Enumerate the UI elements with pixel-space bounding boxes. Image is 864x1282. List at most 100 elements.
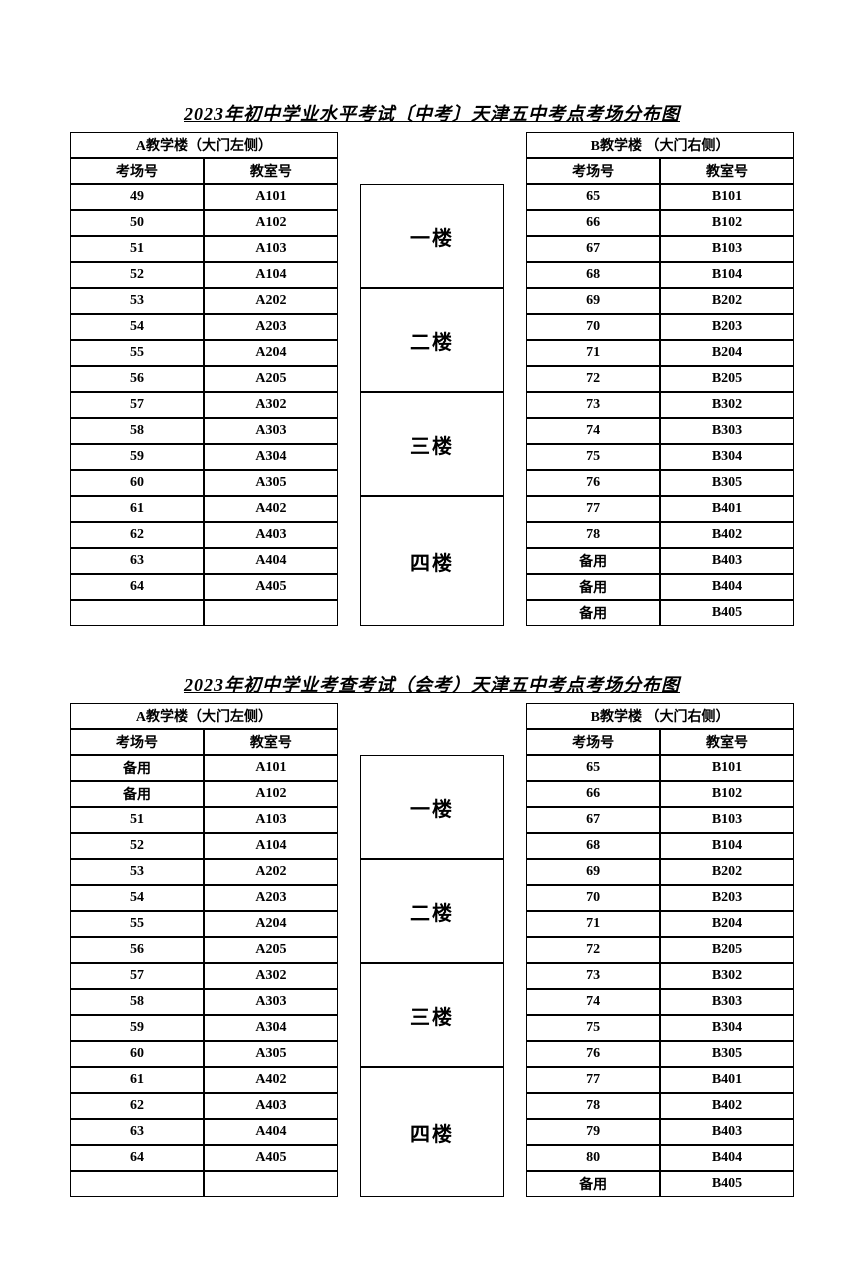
gap (360, 158, 505, 184)
exam-room-cell: 54 (70, 314, 204, 340)
classroom-cell: B401 (660, 496, 794, 522)
classroom-cell: A304 (204, 1015, 338, 1041)
exam-room-cell: 60 (70, 1041, 204, 1067)
gap (504, 807, 526, 833)
classroom-cell: B204 (660, 911, 794, 937)
classroom-cell: B402 (660, 1093, 794, 1119)
gap (504, 703, 526, 729)
classroom-cell: A405 (204, 574, 338, 600)
exam-room-cell: 73 (526, 392, 660, 418)
gap (338, 262, 360, 288)
gap (338, 963, 360, 989)
gap (338, 158, 360, 184)
classroom-cell: B303 (660, 418, 794, 444)
classroom-cell: A302 (204, 392, 338, 418)
exam-room-cell: 80 (526, 1145, 660, 1171)
classroom-cell: B402 (660, 522, 794, 548)
classroom-cell: A101 (204, 755, 338, 781)
classroom-cell: B104 (660, 262, 794, 288)
gap (338, 496, 360, 522)
classroom-cell: A202 (204, 859, 338, 885)
exam-room-cell: 74 (526, 989, 660, 1015)
gap (338, 210, 360, 236)
classroom-cell: A303 (204, 989, 338, 1015)
exam-room-cell (70, 1171, 204, 1197)
exam-room-cell: 备用 (526, 548, 660, 574)
gap (338, 859, 360, 885)
classroom-cell: B101 (660, 755, 794, 781)
exam-room-cell: 57 (70, 392, 204, 418)
classroom-cell: A103 (204, 236, 338, 262)
classroom-cell: A303 (204, 418, 338, 444)
gap (504, 989, 526, 1015)
gap (504, 522, 526, 548)
exam-room-cell: 51 (70, 236, 204, 262)
classroom-cell: A304 (204, 444, 338, 470)
classroom-cell: A205 (204, 937, 338, 963)
gap (504, 184, 526, 210)
gap (504, 911, 526, 937)
classroom-cell: A103 (204, 807, 338, 833)
classroom-cell: B405 (660, 1171, 794, 1197)
classroom-cell: B305 (660, 1041, 794, 1067)
gap (504, 288, 526, 314)
floor-label: 一楼 (360, 184, 505, 288)
gap (338, 989, 360, 1015)
gap (504, 340, 526, 366)
gap (338, 392, 360, 418)
col-header: 教室号 (204, 158, 338, 184)
classroom-cell: B303 (660, 989, 794, 1015)
gap (338, 807, 360, 833)
classroom-cell: B205 (660, 937, 794, 963)
exam-room-cell: 68 (526, 262, 660, 288)
gap (338, 600, 360, 626)
exam-room-cell: 备用 (70, 781, 204, 807)
floor-label: 四楼 (360, 496, 505, 626)
gap (504, 1171, 526, 1197)
gap (504, 444, 526, 470)
exam-room-cell: 55 (70, 911, 204, 937)
gap (504, 314, 526, 340)
classroom-cell: A302 (204, 963, 338, 989)
classroom-cell: B403 (660, 1119, 794, 1145)
col-header: 教室号 (660, 158, 794, 184)
layout-table: A教学楼（大门左侧）B教学楼 （大门右侧）考场号教室号考场号教室号49A101一… (70, 132, 794, 626)
classroom-cell: A403 (204, 1093, 338, 1119)
exam-room-cell: 77 (526, 1067, 660, 1093)
gap (338, 340, 360, 366)
gap (338, 522, 360, 548)
building-a-header: A教学楼（大门左侧） (70, 132, 338, 158)
building-b-header: B教学楼 （大门右侧） (526, 703, 794, 729)
exam-room-cell: 59 (70, 444, 204, 470)
classroom-cell: B203 (660, 885, 794, 911)
layout-section: 2023年初中学业水平考试〔中考〕天津五中考点考场分布图A教学楼（大门左侧）B教… (70, 100, 794, 626)
exam-room-cell: 64 (70, 574, 204, 600)
gap (338, 470, 360, 496)
exam-room-cell: 57 (70, 963, 204, 989)
table-row: 备用A101一楼65B101 (70, 755, 794, 781)
gap (338, 885, 360, 911)
exam-room-cell: 68 (526, 833, 660, 859)
exam-room-cell: 52 (70, 833, 204, 859)
exam-room-cell: 备用 (526, 1171, 660, 1197)
floor-label: 四楼 (360, 1067, 505, 1197)
gap (338, 574, 360, 600)
col-header: 教室号 (204, 729, 338, 755)
gap (338, 314, 360, 340)
exam-room-cell: 56 (70, 937, 204, 963)
gap (338, 729, 360, 755)
exam-room-cell: 64 (70, 1145, 204, 1171)
gap (504, 963, 526, 989)
gap (504, 1041, 526, 1067)
exam-room-cell: 78 (526, 522, 660, 548)
exam-room-cell: 70 (526, 885, 660, 911)
classroom-cell: B202 (660, 288, 794, 314)
gap (338, 1067, 360, 1093)
gap (504, 937, 526, 963)
table-title: 2023年初中学业考查考试（会考）天津五中考点考场分布图 (70, 671, 794, 697)
classroom-cell: B302 (660, 392, 794, 418)
exam-room-cell: 54 (70, 885, 204, 911)
floor-label: 二楼 (360, 288, 505, 392)
exam-room-cell: 58 (70, 989, 204, 1015)
gap (338, 1015, 360, 1041)
